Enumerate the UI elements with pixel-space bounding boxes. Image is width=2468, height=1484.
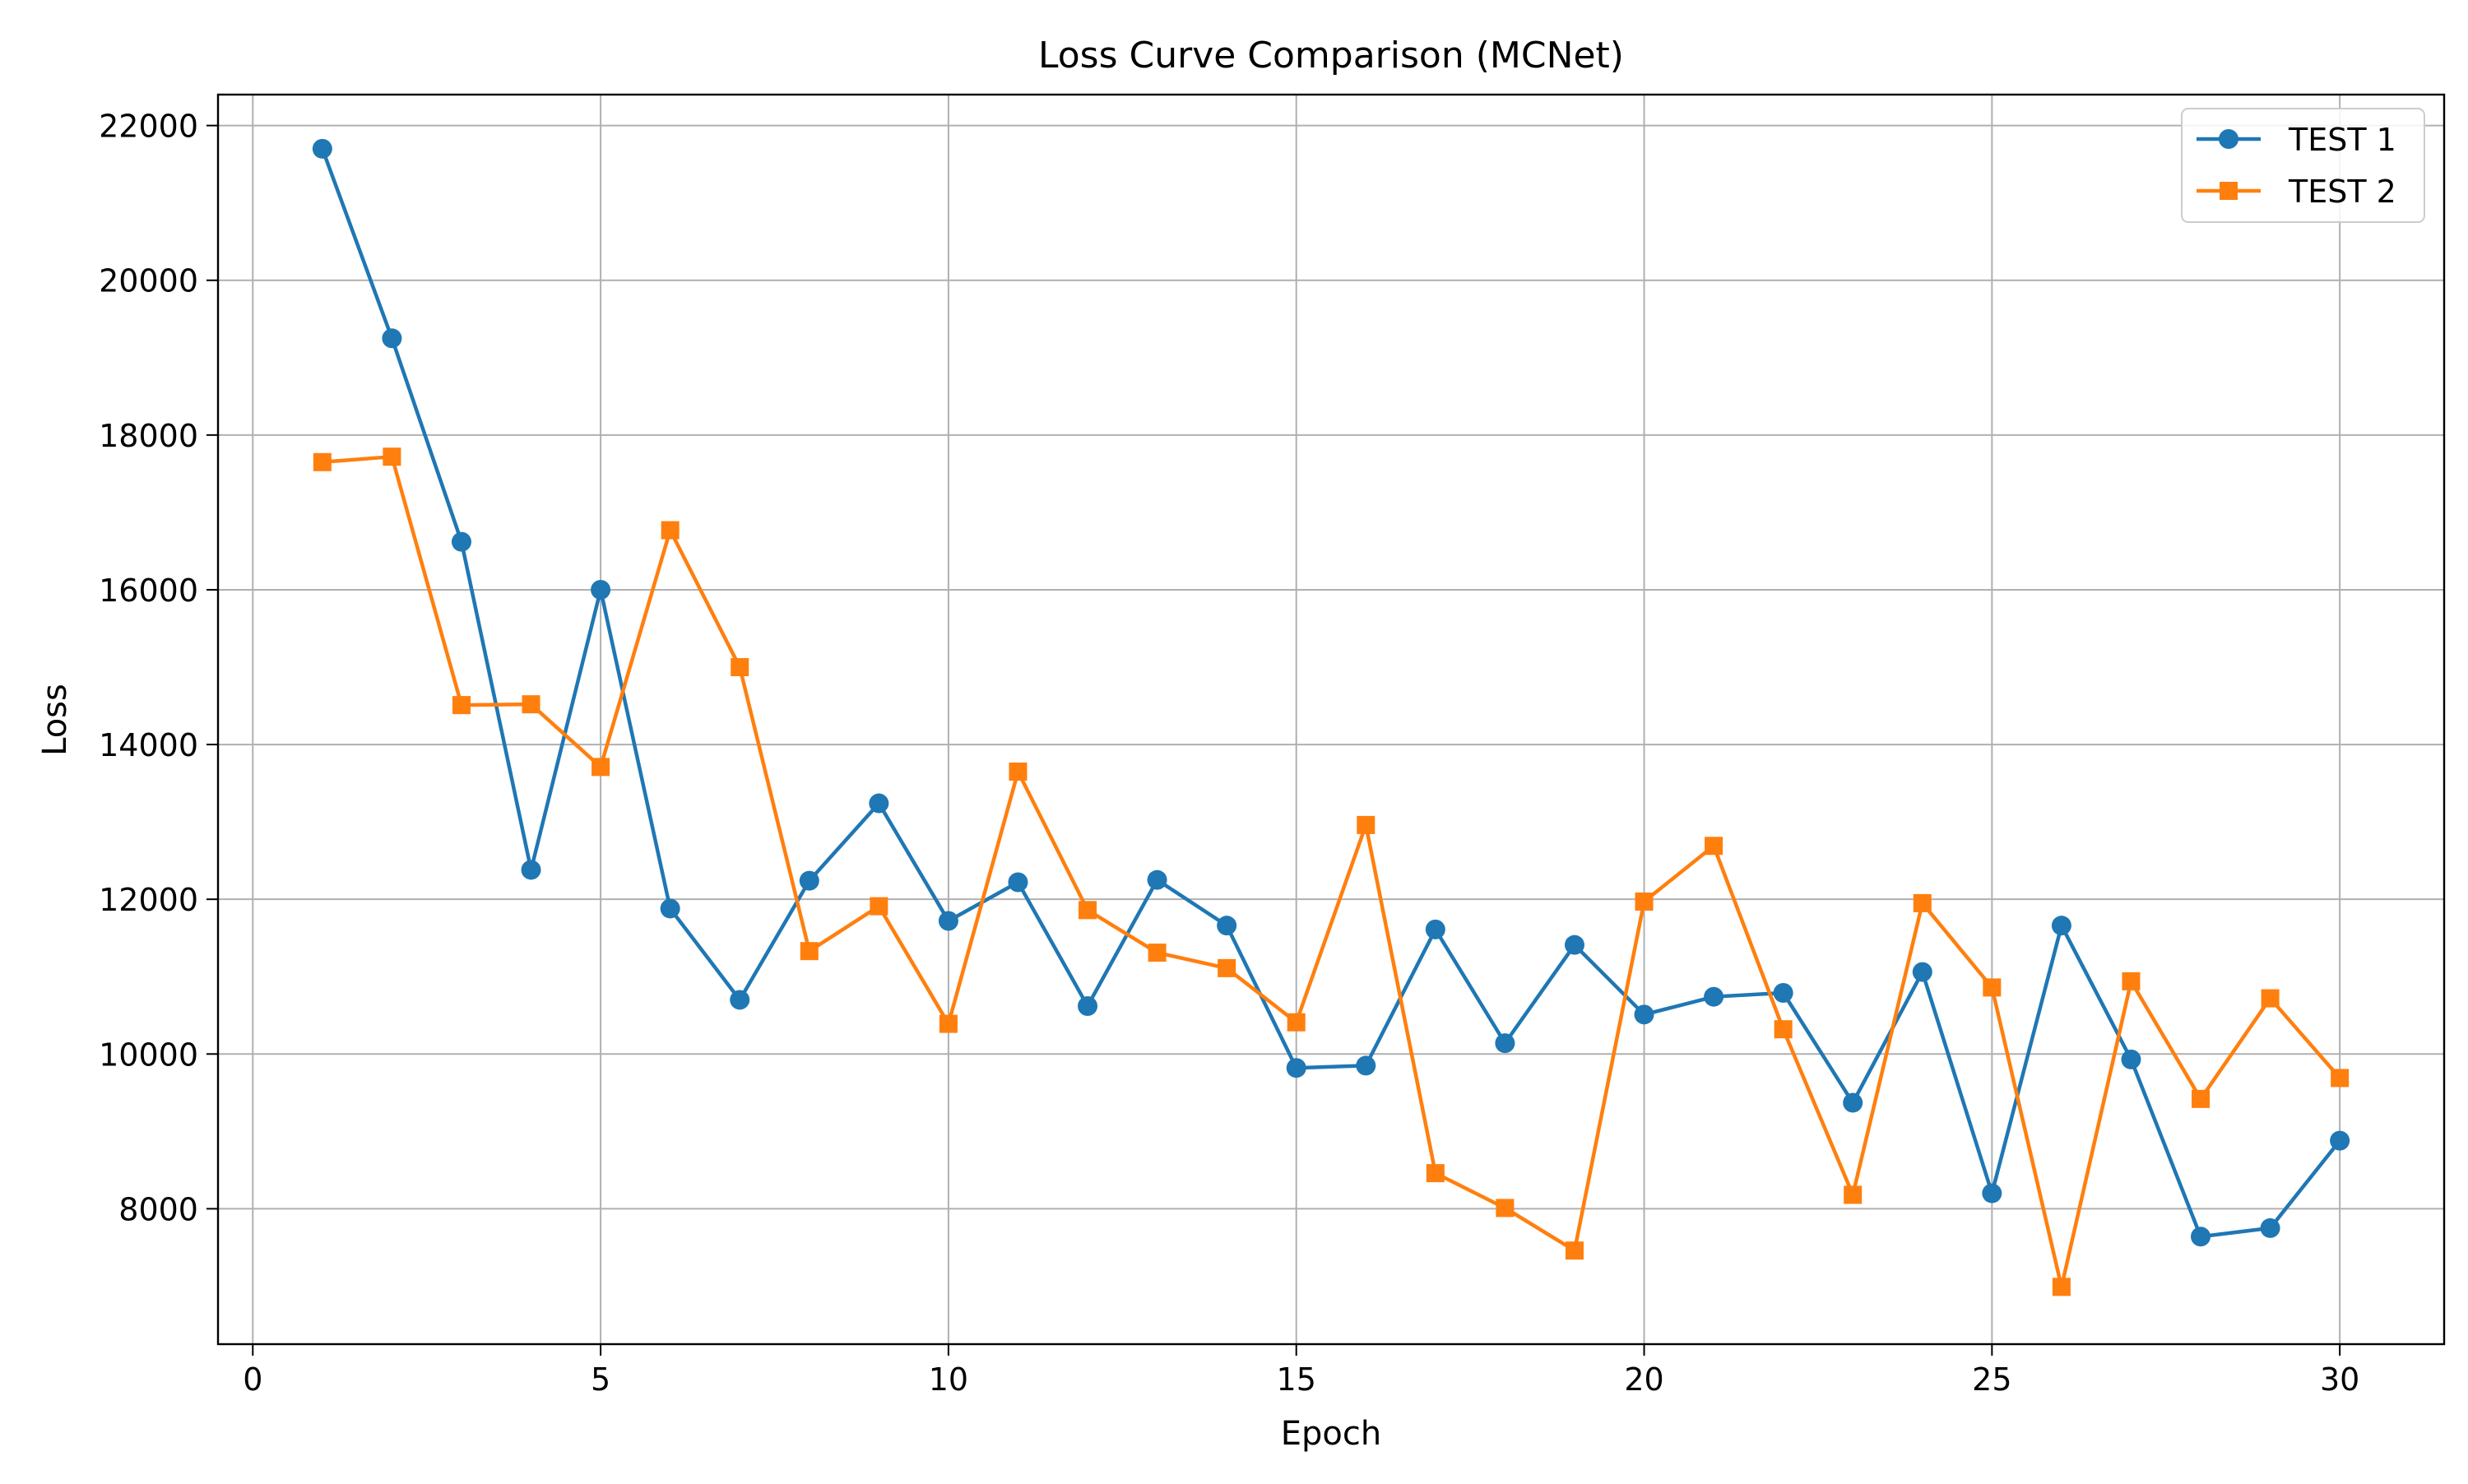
data-point <box>312 138 332 159</box>
data-point <box>870 897 888 916</box>
data-point <box>2261 989 2280 1008</box>
x-axis-label: Epoch <box>1281 1415 1381 1453</box>
data-point <box>1635 893 1654 911</box>
plot-frame <box>216 93 2446 1346</box>
data-point <box>800 942 819 961</box>
data-point <box>939 1014 958 1033</box>
y-tick-label: 8000 <box>118 1191 198 1227</box>
chart-title: Loss Curve Comparison (MCNet) <box>1038 35 1624 77</box>
data-point <box>2260 1217 2280 1238</box>
data-point <box>2191 1227 2211 1247</box>
data-point <box>382 328 402 349</box>
y-tick-label: 12000 <box>99 882 198 918</box>
data-point <box>1426 1164 1445 1183</box>
data-point <box>1564 934 1584 955</box>
data-point <box>521 860 541 880</box>
legend-label: TEST 1 <box>2288 122 2396 158</box>
data-point <box>1009 762 1028 781</box>
data-point <box>1912 962 1932 982</box>
y-tick-label: 22000 <box>99 109 198 145</box>
data-point <box>1079 901 1097 920</box>
y-tick-label: 18000 <box>99 418 198 454</box>
data-point <box>730 990 750 1010</box>
data-point <box>2052 1278 2071 1296</box>
x-tick-label: 20 <box>1624 1361 1663 1398</box>
data-point <box>1286 1058 1306 1078</box>
data-point <box>731 658 749 677</box>
legend-item: TEST 2 <box>2197 174 2396 210</box>
data-point <box>1496 1199 1515 1217</box>
legend-label: TEST 2 <box>2288 174 2396 210</box>
data-point <box>1287 1013 1306 1032</box>
data-point <box>1913 893 1932 912</box>
data-point <box>1982 1183 2002 1203</box>
data-point <box>2330 1130 2350 1151</box>
data-point <box>1843 1092 1863 1113</box>
data-point <box>1008 872 1028 893</box>
data-point <box>2121 1049 2141 1069</box>
data-point <box>1704 986 1724 1007</box>
data-point <box>1217 916 1237 936</box>
data-point <box>452 696 471 715</box>
legend-box <box>2181 108 2425 223</box>
series-1 <box>312 138 2350 1247</box>
data-point <box>2192 1089 2211 1108</box>
data-point <box>1844 1185 1863 1204</box>
data-point <box>1218 958 1236 977</box>
data-point <box>1634 1004 1654 1025</box>
x-tick-label: 0 <box>243 1361 262 1398</box>
data-point <box>591 579 611 600</box>
y-tick-label: 10000 <box>99 1036 198 1073</box>
x-tick-label: 10 <box>929 1361 968 1398</box>
data-point <box>1565 1241 1584 1260</box>
series-line <box>322 454 2341 1289</box>
data-point <box>522 695 540 714</box>
data-point <box>660 898 680 919</box>
data-point <box>2331 1069 2350 1087</box>
x-tick-label: 15 <box>1277 1361 1316 1398</box>
data-point <box>938 911 958 931</box>
series-2 <box>313 448 2350 1296</box>
data-point <box>1147 870 1167 890</box>
data-point <box>2122 972 2141 990</box>
data-point <box>1078 995 1098 1016</box>
grid <box>218 95 2444 1344</box>
legend-marker <box>2220 182 2238 200</box>
data-point <box>1983 978 2002 997</box>
data-point <box>2051 916 2071 936</box>
data-point <box>1773 982 1793 1003</box>
data-point <box>1774 1020 1793 1039</box>
series-layer <box>312 138 2350 1296</box>
data-point <box>1148 944 1167 962</box>
y-tick-label: 16000 <box>99 573 198 609</box>
data-point <box>799 870 819 891</box>
data-point <box>451 531 471 552</box>
series-line <box>320 148 2341 1239</box>
x-tick-label: 25 <box>1972 1361 2011 1398</box>
data-point <box>1425 919 1445 939</box>
y-tick-label: 20000 <box>99 263 198 299</box>
x-tick-label: 30 <box>2320 1361 2359 1398</box>
data-point <box>1356 1055 1376 1076</box>
legend-marker <box>2219 129 2238 149</box>
data-point <box>869 793 889 814</box>
y-axis-label: Loss <box>36 684 74 756</box>
y-tick-label: 14000 <box>99 727 198 763</box>
axes: 0 5 10 15 20 25 30 8000 10000 12000 14000 16000 1800… <box>99 109 2359 1398</box>
legend-item: TEST 1 <box>2197 122 2396 158</box>
legend: TEST 1 TEST 2 <box>2181 108 2425 223</box>
x-tick-label: 5 <box>591 1361 610 1398</box>
data-point <box>591 758 610 777</box>
data-point <box>1705 837 1723 856</box>
data-point <box>1495 1033 1515 1054</box>
data-point <box>661 521 680 540</box>
data-point <box>383 448 401 466</box>
data-point <box>1357 815 1375 834</box>
data-point <box>313 452 332 471</box>
